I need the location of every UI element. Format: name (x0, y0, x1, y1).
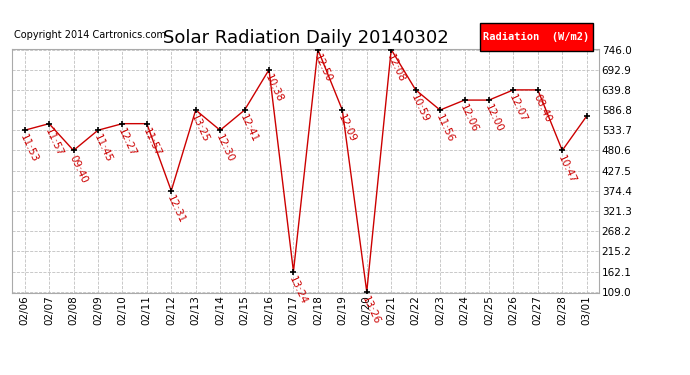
Text: 12:08: 12:08 (385, 52, 406, 84)
Text: 11:53: 11:53 (19, 133, 40, 165)
Text: 12:07: 12:07 (507, 93, 529, 124)
Text: 12:30: 12:30 (214, 133, 235, 164)
Text: 08:40: 08:40 (531, 93, 553, 124)
Text: 12:00: 12:00 (483, 103, 504, 134)
Text: 12:27: 12:27 (116, 126, 138, 158)
Text: 13:24: 13:24 (287, 274, 309, 306)
Text: 12:50: 12:50 (312, 52, 333, 84)
Text: 11:45: 11:45 (92, 133, 113, 165)
Text: 13:25: 13:25 (190, 113, 211, 144)
Text: Radiation  (W/m2): Radiation (W/m2) (484, 32, 589, 42)
Text: 13:26: 13:26 (360, 294, 382, 326)
Title: Solar Radiation Daily 20140302: Solar Radiation Daily 20140302 (163, 29, 448, 47)
Text: 12:09: 12:09 (336, 113, 358, 144)
Text: 11:56: 11:56 (434, 113, 455, 144)
Text: 10:47: 10:47 (556, 153, 578, 184)
Text: 09:40: 09:40 (67, 153, 89, 184)
Text: Copyright 2014 Cartronics.com: Copyright 2014 Cartronics.com (14, 30, 166, 40)
Text: 12:06: 12:06 (458, 103, 480, 134)
Text: 10:59: 10:59 (409, 93, 431, 124)
Text: 12:41: 12:41 (238, 113, 260, 144)
Text: 11:57: 11:57 (43, 126, 65, 158)
Text: 12:31: 12:31 (165, 194, 187, 225)
Text: 11:57: 11:57 (141, 126, 162, 158)
Text: 10:38: 10:38 (263, 72, 284, 104)
